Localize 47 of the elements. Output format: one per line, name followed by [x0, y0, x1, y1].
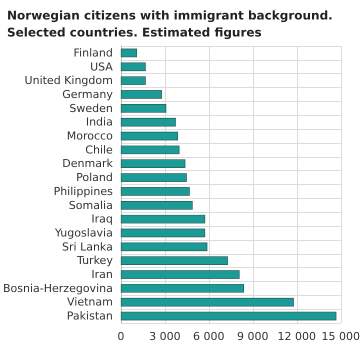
y-tick-label: Chile [85, 143, 114, 156]
bar [120, 146, 180, 154]
bar [120, 228, 206, 238]
y-tick-label: Philippines [54, 184, 114, 198]
y-tick-label: Turkey [76, 254, 114, 268]
bar [120, 76, 146, 85]
bar [120, 200, 193, 210]
y-tick-label: Yugoslavia [54, 226, 113, 240]
x-tick-label: 0 [117, 330, 124, 343]
bar [120, 62, 146, 72]
chart-title: Norwegian citizens with immigrant background. Selected countries. Estimated figures [7, 8, 333, 40]
y-tick-label: Vietnam [66, 296, 113, 309]
x-tick-label: 6 000 [193, 330, 225, 343]
y-tick-label: Finland [74, 46, 113, 60]
bar [120, 256, 228, 265]
bar [120, 132, 178, 140]
y-tick-label: USA [90, 60, 114, 74]
y-tick-label: Morocco [66, 130, 114, 143]
x-tick-label: 15 000 [322, 330, 360, 343]
y-tick-label: United Kingdom [24, 74, 113, 88]
y-tick-label: Iran [91, 268, 113, 282]
y-tick-label: Germany [62, 88, 114, 101]
y-tick-label: Bosnia-Herzegovina [2, 282, 113, 295]
y-tick-label: Denmark [62, 157, 114, 170]
bar [120, 173, 187, 182]
bar [120, 284, 244, 293]
y-tick-label: Sri Lanka [62, 240, 113, 254]
y-tick-label: Poland [76, 171, 113, 184]
bar [120, 270, 240, 279]
bar [120, 90, 162, 99]
bar [120, 298, 294, 307]
bar [120, 312, 336, 320]
bar [120, 187, 190, 196]
bar [120, 48, 137, 58]
y-tick-label: Iraq [91, 212, 113, 226]
y-tick-label: India [86, 116, 113, 129]
y-tick-label: Pakistan [66, 310, 113, 323]
bar [120, 104, 166, 113]
bar [120, 159, 186, 168]
x-tick-label: 12 000 [278, 330, 316, 343]
bar [120, 242, 208, 252]
y-tick-label: Somalia [68, 198, 113, 212]
x-tick-label: 9 000 [237, 330, 269, 343]
bar [120, 214, 206, 224]
y-tick-label: Sweden [69, 102, 113, 115]
bar [120, 118, 176, 126]
x-tick-label: 3 000 [149, 330, 181, 343]
